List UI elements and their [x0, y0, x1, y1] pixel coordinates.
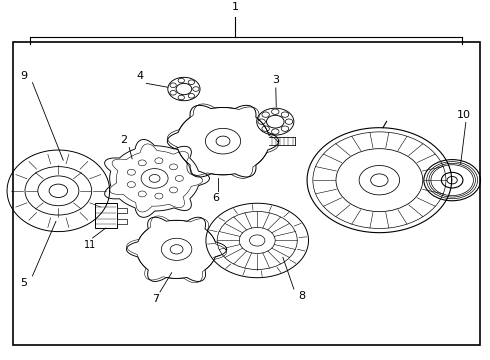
- Text: 4: 4: [136, 71, 144, 81]
- FancyBboxPatch shape: [13, 42, 480, 345]
- Text: 5: 5: [21, 278, 27, 288]
- Text: 3: 3: [272, 75, 279, 85]
- Bar: [95, 203, 117, 228]
- Bar: [117, 219, 126, 224]
- Text: 2: 2: [120, 135, 127, 145]
- Text: 11: 11: [83, 240, 96, 251]
- Text: 10: 10: [457, 110, 471, 120]
- Bar: [117, 208, 126, 213]
- Text: 7: 7: [152, 294, 160, 305]
- Text: 9: 9: [21, 71, 28, 81]
- Text: 8: 8: [298, 291, 305, 301]
- Text: 6: 6: [212, 193, 219, 203]
- Text: 1: 1: [232, 3, 239, 12]
